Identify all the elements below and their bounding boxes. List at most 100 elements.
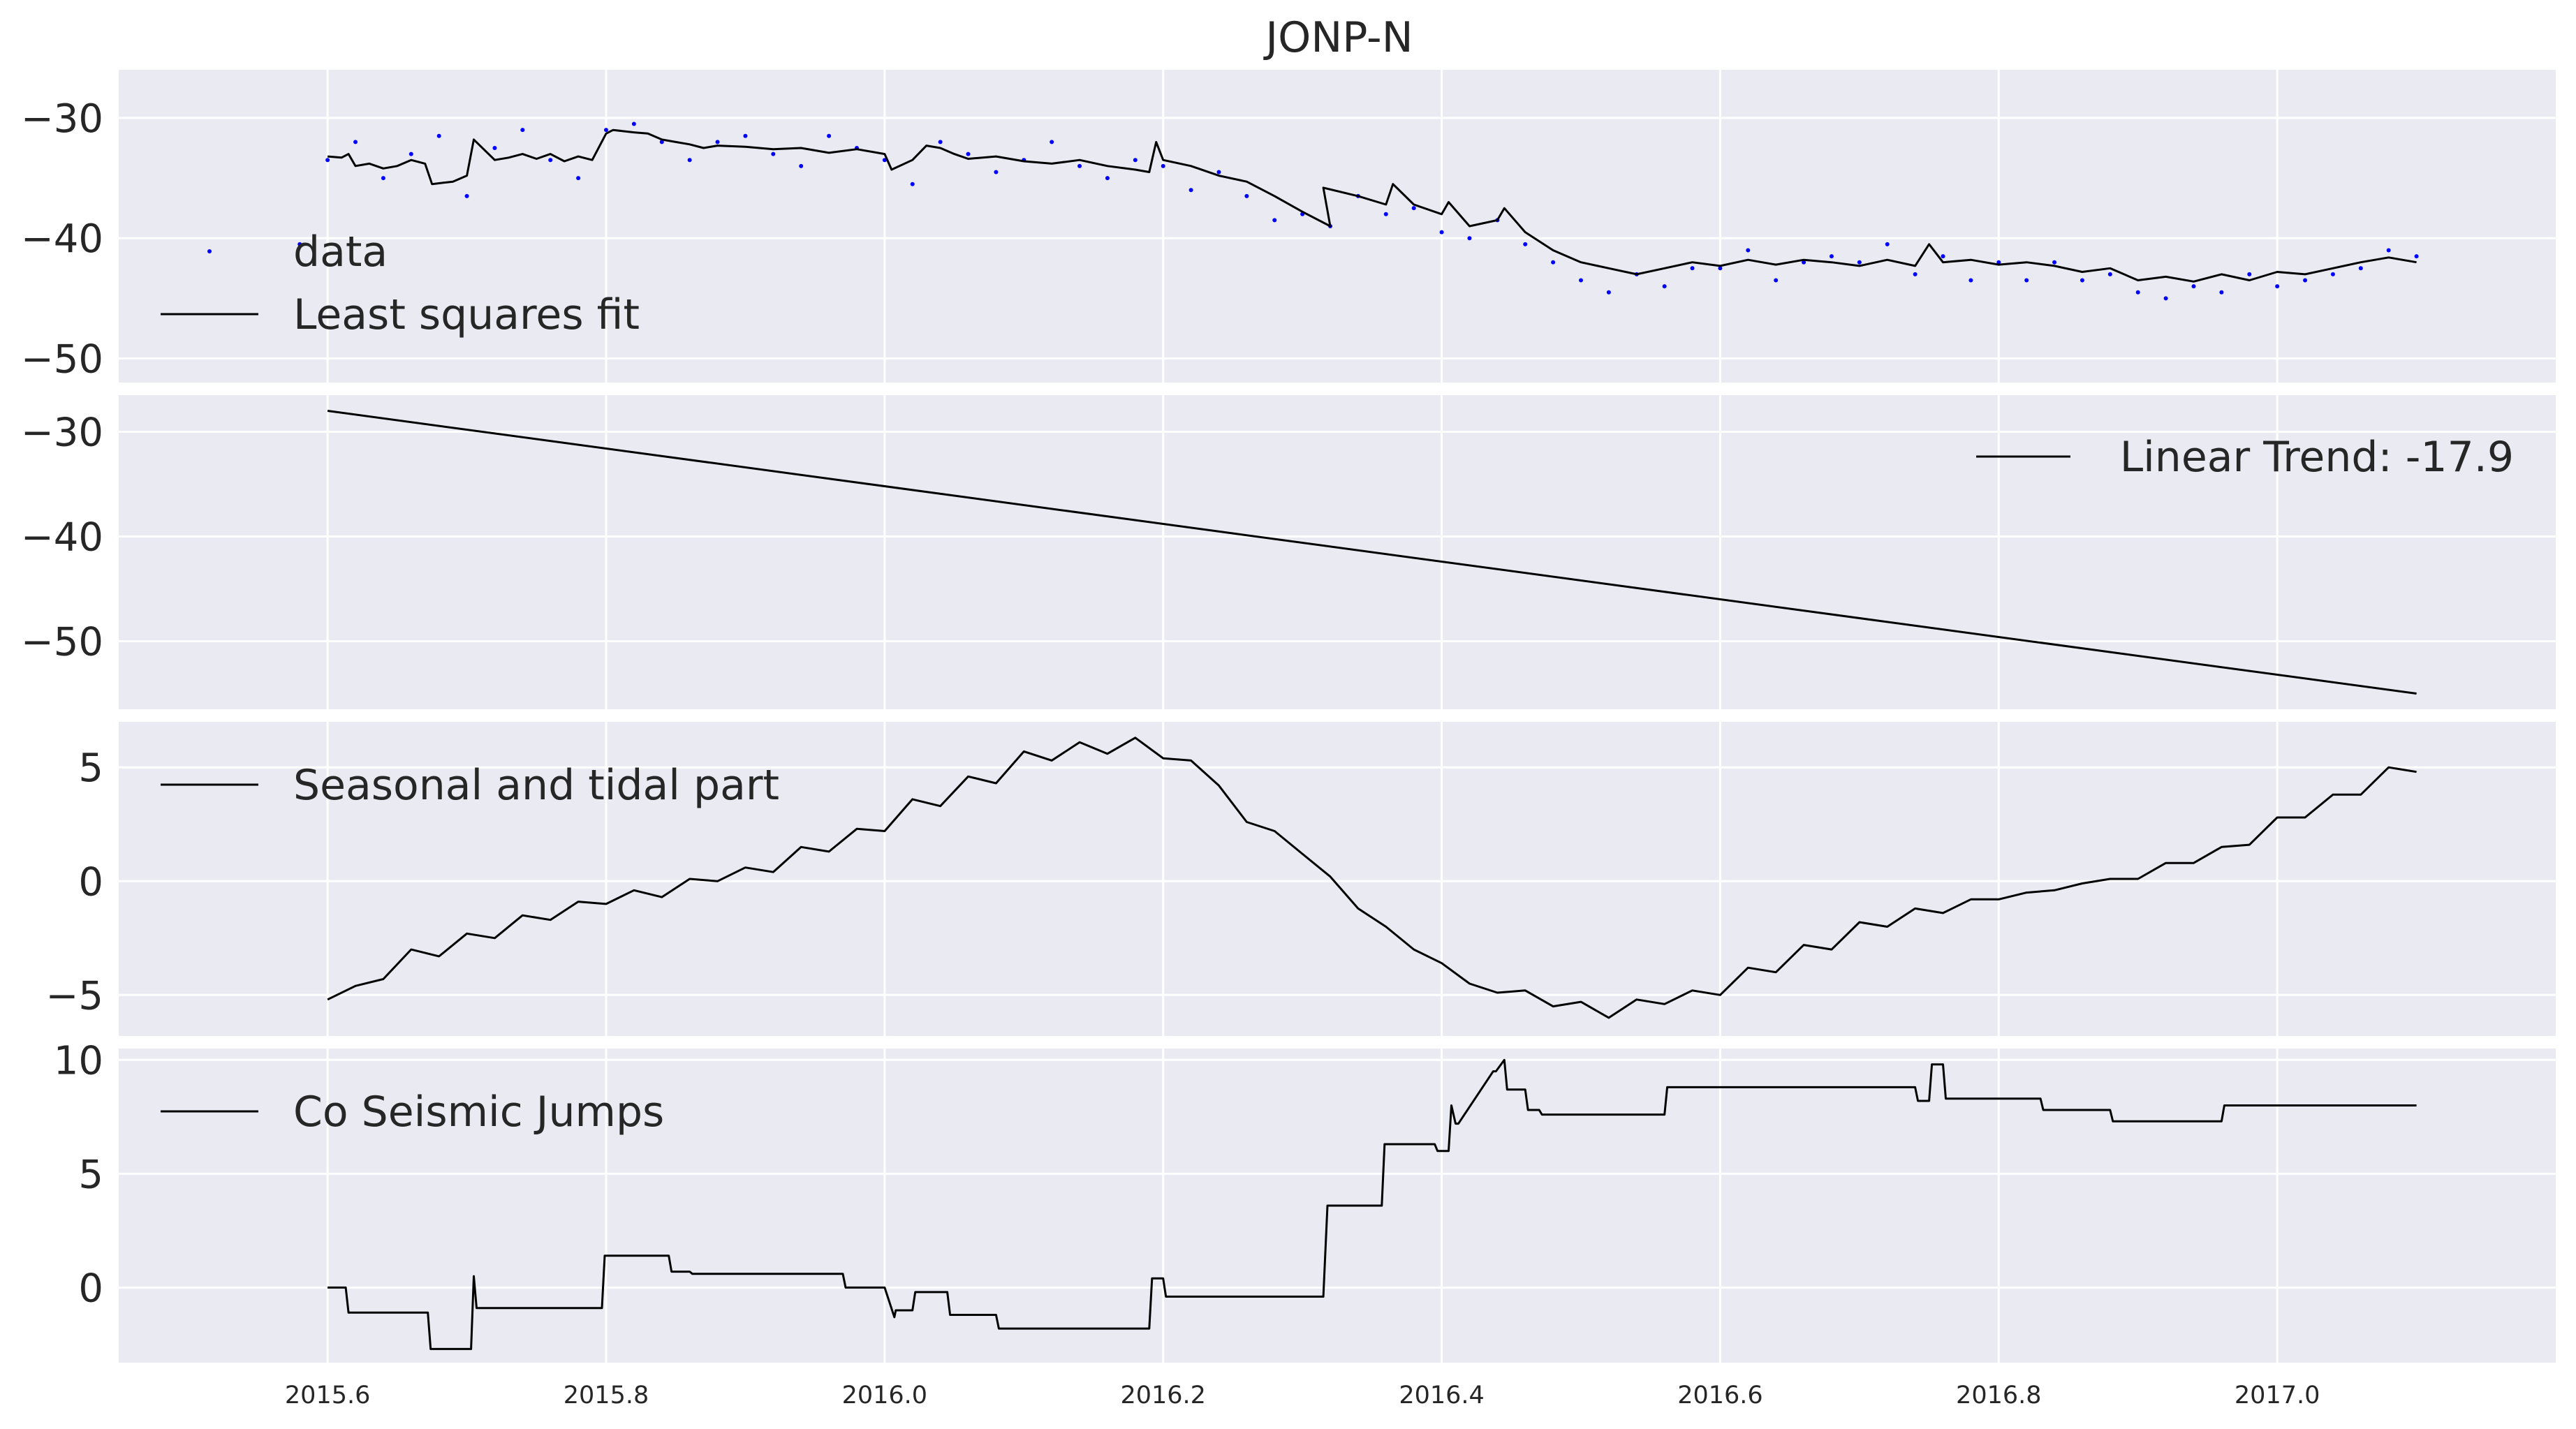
y-tick-label: −40 <box>21 216 103 262</box>
x-axis-ticks: 2015.6 2015.8 2016.0 2016.2 2016.4 2016.6 2016… <box>285 1382 2320 1409</box>
data-point <box>492 146 497 150</box>
panel-4: 10 5 0 Co Seismic Jumps <box>54 1038 2556 1363</box>
data-point <box>687 158 692 163</box>
data-point <box>1411 206 1416 211</box>
legend-label: Co Seismic Jumps <box>293 1088 664 1136</box>
data-point <box>827 133 832 138</box>
data-point <box>2303 278 2308 283</box>
series-line-seasonal-and-tidal-part <box>327 736 2417 1019</box>
data-point <box>1216 170 1221 175</box>
data-point <box>1523 242 1528 246</box>
y-tick-label: −40 <box>21 515 103 561</box>
y-tick-label: 0 <box>78 859 103 905</box>
data-point <box>604 128 608 133</box>
data-point <box>1439 230 1444 235</box>
data-point <box>2163 296 2168 301</box>
data-point <box>799 163 804 168</box>
data-point <box>1968 278 1973 283</box>
data-point <box>2386 248 2391 253</box>
data-point <box>1383 212 1388 216</box>
x-tick-label: 2015.6 <box>285 1382 370 1409</box>
data-point <box>2247 272 2252 276</box>
x-tick-label: 2016.6 <box>1677 1382 1762 1409</box>
series-data <box>297 121 2419 301</box>
data-point <box>381 176 385 181</box>
data-point <box>1551 260 1556 265</box>
data-point <box>2219 290 2224 295</box>
data-point <box>1467 236 1472 241</box>
data-point <box>966 151 971 156</box>
data-point <box>882 158 887 163</box>
legend-point-swatch <box>207 249 212 253</box>
legend-label: data <box>293 228 388 276</box>
data-point <box>1133 158 1138 163</box>
data-point <box>1885 242 1890 246</box>
data-point <box>1161 163 1165 168</box>
y-tick-label: −50 <box>21 337 103 383</box>
legend-label: Seasonal and tidal part <box>293 761 779 810</box>
x-tick-label: 2017.0 <box>2235 1382 2320 1409</box>
series-line-co-seismic-jumps <box>327 1058 2417 1350</box>
x-tick-label: 2016.0 <box>842 1382 927 1409</box>
data-point <box>1690 266 1695 271</box>
x-tick-label: 2016.2 <box>1120 1382 1205 1409</box>
series-line-least-squares-fit <box>327 128 2417 283</box>
panel-background <box>119 70 2556 383</box>
panel-2: −30 −40 −50 Linear Trend: -17.9 <box>21 395 2556 709</box>
data-point <box>2275 284 2280 289</box>
legend: Linear Trend: -17.9 <box>1976 433 2514 482</box>
data-point <box>1105 176 1110 181</box>
y-tick-label: −30 <box>21 410 103 456</box>
data-point <box>743 133 748 138</box>
panel-background <box>119 722 2556 1036</box>
panel-3: 5 0 −5 Seasonal and tidal part <box>45 722 2556 1036</box>
legend: data Least squares fit <box>161 228 640 339</box>
x-tick-label: 2016.8 <box>1956 1382 2041 1409</box>
data-point <box>353 140 358 145</box>
data-point <box>715 140 720 145</box>
data-point <box>2358 266 2363 271</box>
data-point <box>520 128 525 133</box>
data-point <box>1244 193 1249 198</box>
data-point <box>1802 260 1806 265</box>
legend-label: Linear Trend: -17.9 <box>2120 433 2514 482</box>
data-point <box>1050 140 1054 145</box>
y-tick-label: −30 <box>21 96 103 142</box>
data-point <box>1941 254 1945 259</box>
panel-1: −30 −40 −50 data Least squares fit <box>21 70 2556 383</box>
chart-title: JONP-N <box>1263 13 1413 62</box>
data-point <box>910 182 915 186</box>
data-point <box>464 193 469 198</box>
data-point <box>2052 260 2057 265</box>
data-point <box>1996 260 2001 265</box>
data-point <box>994 170 999 175</box>
data-point <box>1662 284 1667 289</box>
data-point <box>2330 272 2335 276</box>
legend-label: Least squares fit <box>293 290 640 339</box>
data-point <box>548 158 553 163</box>
data-point <box>1188 188 1193 193</box>
legend: Co Seismic Jumps <box>161 1088 664 1136</box>
data-point <box>2080 278 2084 283</box>
data-point <box>2024 278 2029 283</box>
y-tick-label: 5 <box>78 1152 103 1197</box>
y-tick-label: −50 <box>21 620 103 665</box>
data-point <box>1857 260 1862 265</box>
data-point <box>938 140 943 145</box>
data-point <box>1579 278 1583 283</box>
x-tick-label: 2016.4 <box>1399 1382 1484 1409</box>
y-tick-label: −5 <box>45 973 103 1019</box>
data-point <box>2135 290 2140 295</box>
y-tick-label: 0 <box>78 1266 103 1311</box>
data-point <box>631 121 636 126</box>
data-point <box>771 151 776 156</box>
data-point <box>576 176 581 181</box>
data-point <box>297 242 302 246</box>
series-line-linear-trend-17-9 <box>327 410 2417 695</box>
data-point <box>2414 254 2419 259</box>
data-point <box>1913 272 1918 276</box>
data-point <box>659 140 664 145</box>
data-point <box>2107 272 2112 276</box>
x-tick-label: 2015.8 <box>564 1382 649 1409</box>
